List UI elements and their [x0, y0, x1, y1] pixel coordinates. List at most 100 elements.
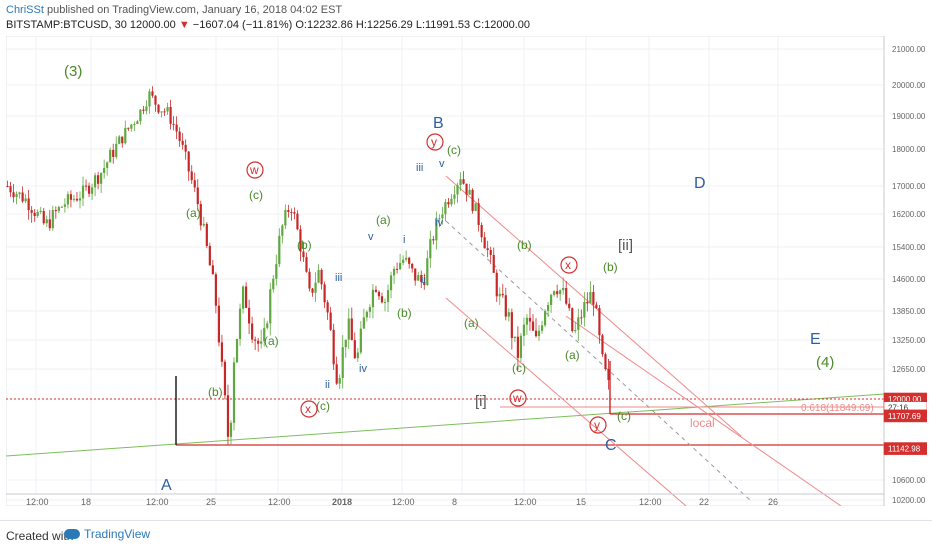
- time-tick-label: 26: [768, 497, 778, 506]
- candle-body: [386, 290, 390, 303]
- candle-body: [574, 329, 577, 331]
- candle-body: [580, 317, 583, 319]
- fib-label: 0.618(11849.69): [801, 403, 874, 414]
- wave-label-iii-1: iii: [335, 272, 342, 284]
- candle-body: [12, 192, 15, 198]
- wave-label-iii-2: iii: [416, 162, 423, 174]
- candle-body: [423, 281, 426, 286]
- footer: Created with TradingView: [0, 520, 932, 551]
- time-tick-label: 18: [81, 497, 91, 506]
- candle-body: [290, 211, 293, 213]
- candle-body: [217, 305, 221, 343]
- price-tag-label: 11142.98: [888, 445, 921, 454]
- time-tick-label: 2018: [332, 497, 352, 506]
- candle-body: [145, 106, 148, 111]
- time-tick-label: 12:00: [146, 497, 169, 506]
- price-tick-label: 12650.00: [892, 365, 926, 374]
- candle-body: [208, 246, 211, 266]
- candle-body: [395, 268, 399, 270]
- local-label: local: [690, 416, 715, 430]
- candle-body: [63, 204, 66, 207]
- candle-body: [90, 187, 94, 194]
- candle-body: [75, 198, 79, 201]
- ohlc-line: BITSTAMP:BTCUSD, 30 12000.00 ▼ −1607.04 …: [6, 19, 530, 31]
- author-link[interactable]: ChriSSt: [6, 4, 44, 16]
- candle-body: [193, 180, 196, 188]
- price-tick-label: 18000.00: [892, 145, 926, 154]
- price-tick-label: 15400.00: [892, 243, 926, 252]
- candle-body: [142, 109, 145, 111]
- candle-body: [314, 282, 317, 293]
- candle-body: [311, 288, 314, 293]
- candle-body: [299, 229, 302, 252]
- candle-body: [66, 194, 70, 205]
- wave-label-x2: x: [565, 258, 571, 272]
- wave-label-a1: (a): [186, 206, 201, 220]
- candle-body: [269, 289, 272, 324]
- candle-body: [489, 250, 492, 255]
- candle-body: [492, 254, 495, 273]
- candle-body: [468, 189, 471, 195]
- last-price: 12000.00: [129, 19, 176, 31]
- candle-body: [444, 202, 447, 215]
- candle-body: [305, 257, 308, 272]
- candle-body: [329, 312, 332, 330]
- candle-body: [411, 263, 414, 269]
- time-tick-label: 8: [452, 497, 457, 506]
- candle-body: [486, 248, 489, 251]
- tradingview-logo-link[interactable]: TradingView: [64, 527, 150, 541]
- candle-body: [456, 185, 459, 195]
- wave-label-v-2: v: [439, 158, 445, 170]
- candle-body: [510, 312, 513, 339]
- candle-body: [435, 218, 438, 241]
- wave-label-bracket-i: [i]: [475, 393, 487, 410]
- candle-body: [429, 239, 432, 259]
- candle-body: [124, 127, 127, 144]
- chart-area[interactable]: (3) A (a) (b) (c) (a) (b) (c) (a) (b) (c…: [5, 35, 928, 507]
- candle-body: [54, 210, 57, 212]
- wave-label-y2: y: [594, 418, 600, 432]
- wave-label-i: i: [403, 234, 405, 246]
- candle-body: [81, 185, 85, 199]
- candle-body: [69, 194, 73, 200]
- candle-body: [57, 206, 60, 212]
- candle-body: [519, 335, 523, 358]
- candle-body: [389, 275, 393, 291]
- candle-body: [347, 318, 350, 340]
- wave-label-ii-1: ii: [325, 379, 330, 391]
- candle-body: [284, 209, 287, 226]
- wave-label-D: D: [694, 175, 706, 192]
- candle-body: [36, 211, 39, 216]
- candle-body: [595, 304, 598, 309]
- candle-body: [589, 291, 592, 304]
- wave-label-E: E: [810, 331, 821, 348]
- candle-body: [537, 330, 541, 337]
- candle-body: [371, 289, 375, 308]
- candle-body: [15, 194, 18, 198]
- candle-body: [272, 278, 275, 290]
- time-axis[interactable]: 12:00 18 12:00 25 12:00 2018 12:00 8 12:00 15 12:0…: [26, 497, 778, 507]
- price-chart[interactable]: (3) A (a) (b) (c) (a) (b) (c) (a) (b) (c…: [5, 35, 928, 507]
- candle-body: [362, 317, 365, 329]
- candle-body: [323, 284, 326, 303]
- candle-body: [377, 291, 381, 297]
- candle-body: [87, 185, 91, 194]
- candle-body: [27, 198, 30, 211]
- time-tick-label: 12:00: [392, 497, 415, 506]
- publish-line: ChriSSt published on TradingView.com, Ja…: [6, 4, 342, 16]
- candle-body: [251, 323, 254, 340]
- wave-label-b3: (b): [397, 306, 412, 320]
- wave-label-c3: (c): [447, 143, 461, 157]
- candle-body: [604, 354, 607, 370]
- candle-body: [592, 291, 595, 305]
- wave-label-a5: (a): [565, 348, 580, 362]
- price-tag-label: 11707.69: [888, 412, 921, 421]
- price-tick-label: 20000.00: [892, 81, 926, 90]
- time-tick-label: 12:00: [268, 497, 291, 506]
- wave-label-A: A: [161, 477, 172, 494]
- candle-body: [263, 327, 266, 342]
- wave-label-a4: (a): [464, 316, 479, 330]
- candle-body: [474, 203, 477, 211]
- candle-body: [30, 210, 33, 213]
